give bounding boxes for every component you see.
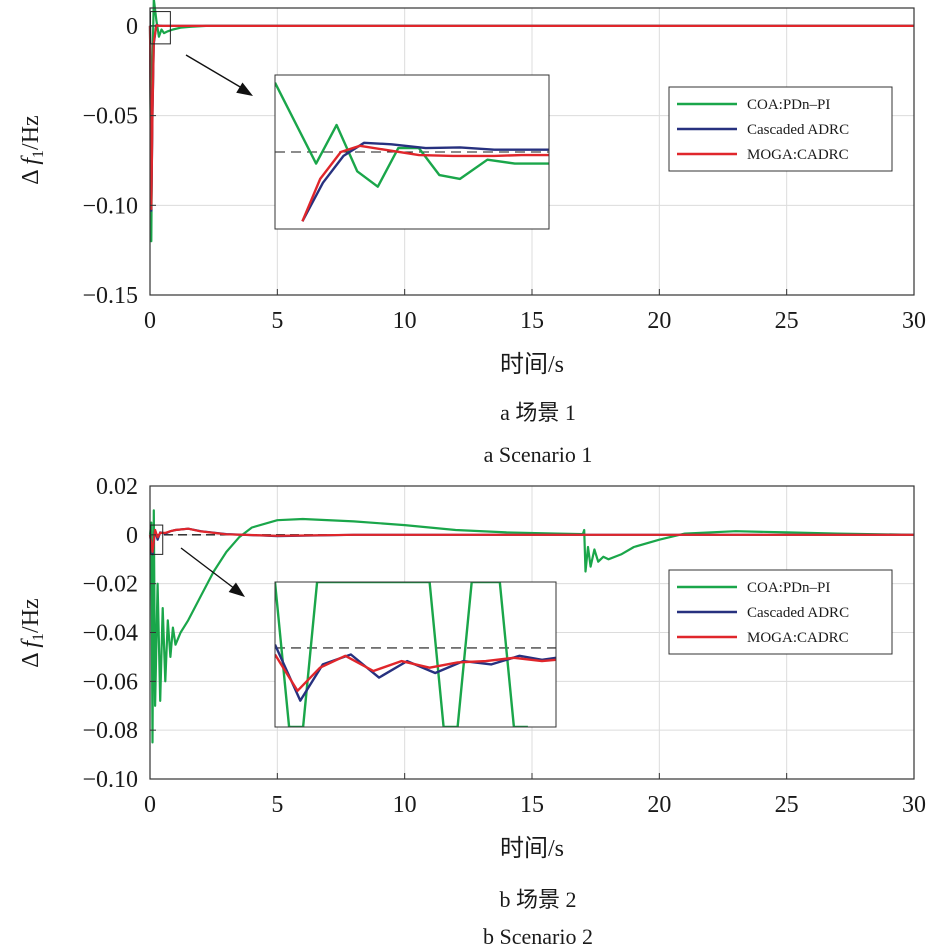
legend-label: MOGA:CADRC [747, 147, 849, 163]
zoom-region-box [150, 524, 164, 555]
inset-line-moga-cadrc [301, 144, 549, 222]
y-tick-label: 0 [126, 523, 138, 549]
x-tick-label: 20 [647, 308, 671, 334]
series-line-coa-pdn-pi [148, 509, 915, 744]
zoom-region-box [150, 11, 171, 45]
y-axis-label: Δ f1/Hz [18, 115, 47, 184]
zoom-arrow [185, 54, 248, 92]
y-tick-label: 0.02 [96, 474, 138, 500]
y-tick-label: −0.10 [82, 193, 138, 219]
caption-b-en: b Scenario 2 [483, 924, 593, 949]
zoom-arrow-head [236, 82, 253, 96]
y-tick-label: −0.06 [82, 669, 138, 695]
x-tick-label: 25 [775, 308, 799, 334]
x-axis-label: 时间/s [500, 351, 564, 378]
panel-b-scenario-2: 0 5 10 15 20 25 30 0.02 0 −0.02 −0.04 −0.06 −0.08 −0.… [18, 474, 926, 862]
y-tick-label: 0 [126, 14, 138, 40]
inset-plot [275, 82, 549, 222]
inset-zoom [274, 581, 557, 728]
x-tick-label: 30 [902, 792, 926, 818]
x-tick-label: 15 [520, 792, 544, 818]
x-axis-label: 时间/s [500, 835, 564, 862]
x-tick-label: 25 [775, 792, 799, 818]
x-tick-label: 30 [902, 308, 926, 334]
y-tick-label: −0.02 [82, 572, 138, 598]
series-line-moga-cadrc [148, 24, 914, 210]
inset-zoom [274, 74, 550, 230]
x-tick-label: 20 [647, 792, 671, 818]
inset-background [275, 582, 556, 727]
legend-label: COA:PDn–PI [747, 580, 830, 596]
inset-line-cascaded-adrc [301, 141, 549, 222]
legend: COA:PDn–PI Cascaded ADRC MOGA:CADRC [668, 569, 893, 655]
inset-plot [275, 582, 556, 727]
y-tick-label: −0.10 [82, 767, 138, 793]
legend-label: Cascaded ADRC [747, 122, 849, 138]
inset-line-coa-pdn-pi [275, 582, 528, 727]
zoom-arrow-head [228, 582, 245, 597]
legend-label: Cascaded ADRC [747, 605, 849, 621]
legend-label: COA:PDn–PI [747, 97, 830, 113]
inset-line-cascaded-adrc [275, 644, 556, 702]
y-tick-label: −0.04 [82, 621, 138, 647]
x-tick-label: 0 [144, 308, 156, 334]
inset-box [274, 74, 550, 230]
x-tick-label: 5 [271, 792, 283, 818]
x-tick-label: 15 [520, 308, 544, 334]
inset-line-moga-cadrc [275, 653, 556, 692]
legend: COA:PDn–PI Cascaded ADRC MOGA:CADRC [668, 86, 893, 172]
x-tick-label: 0 [144, 792, 156, 818]
panel-a-scenario-1: 0 5 10 15 20 25 30 0 −0.05 −0.10 −0.15 时间/s Δ f1/Hz C… [18, 0, 926, 378]
inset-line-coa-pdn-pi [275, 82, 549, 188]
caption-b-cn: b 场景 2 [499, 887, 576, 912]
y-tick-label: −0.05 [82, 104, 138, 130]
caption-a-cn: a 场景 1 [500, 400, 576, 425]
x-tick-label: 10 [393, 792, 417, 818]
y-tick-label: −0.15 [82, 283, 138, 309]
caption-a-en: a Scenario 1 [484, 442, 593, 467]
y-axis-label: Δ f1/Hz [18, 598, 47, 667]
x-tick-label: 10 [393, 308, 417, 334]
inset-box [274, 581, 557, 728]
legend-label: MOGA:CADRC [747, 630, 849, 646]
x-tick-label: 5 [271, 308, 283, 334]
series-line-moga-cadrc [148, 527, 914, 553]
y-tick-label: −0.08 [82, 718, 138, 744]
zoom-arrow [180, 547, 240, 593]
